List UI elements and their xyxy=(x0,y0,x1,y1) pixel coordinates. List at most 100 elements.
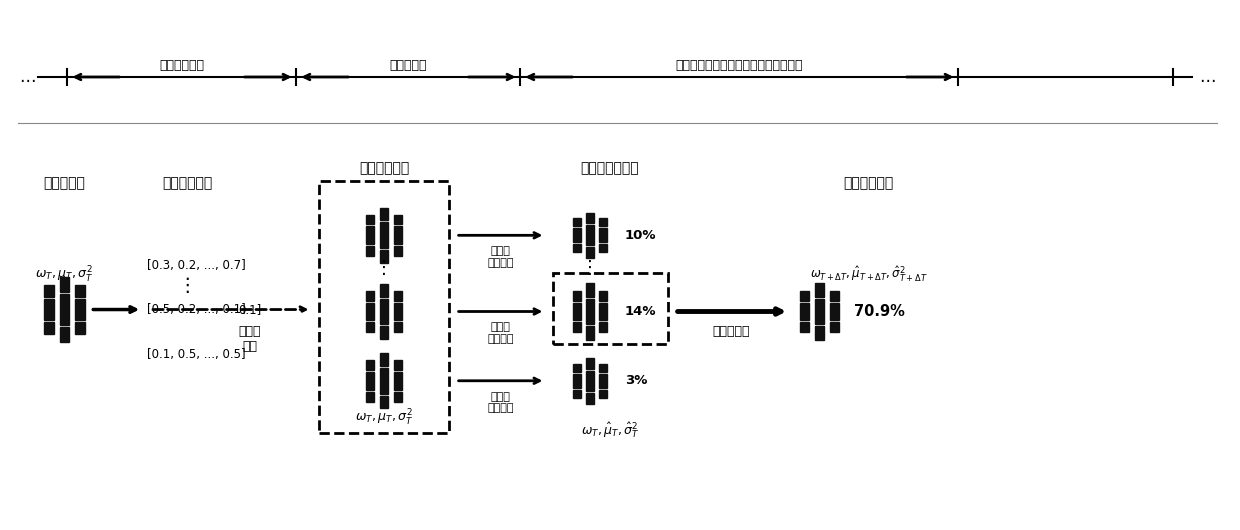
Bar xyxy=(599,218,608,226)
Text: 自适应
批规范化: 自适应 批规范化 xyxy=(487,246,513,268)
Bar xyxy=(587,358,594,369)
Text: $\omega_{T+\Delta T},\hat{\mu}_{T+\Delta T},\hat{\sigma}_{T+\Delta T}^2$: $\omega_{T+\Delta T},\hat{\mu}_{T+\Delta… xyxy=(810,265,928,285)
Text: 卷积核剪枝: 卷积核剪枝 xyxy=(389,59,428,72)
Bar xyxy=(381,368,388,394)
Bar xyxy=(587,371,594,391)
Bar xyxy=(830,291,838,301)
Bar xyxy=(830,322,838,332)
Bar xyxy=(381,298,388,324)
Bar xyxy=(366,226,374,244)
Text: 卷积核
剪枝: 卷积核 剪枝 xyxy=(238,325,260,353)
Bar xyxy=(587,393,594,403)
Text: 14%: 14% xyxy=(625,305,656,318)
Bar xyxy=(43,298,53,321)
Bar xyxy=(815,298,823,324)
Text: [0.3, 0.2, ..., 0.7]: [0.3, 0.2, ..., 0.7] xyxy=(148,259,246,271)
Bar xyxy=(587,213,594,224)
Bar xyxy=(381,223,388,248)
Bar xyxy=(394,392,402,402)
Text: ⋮: ⋮ xyxy=(582,259,599,277)
Bar xyxy=(587,225,594,245)
Bar xyxy=(830,303,838,321)
Bar xyxy=(60,294,69,325)
Bar xyxy=(366,291,374,301)
Bar xyxy=(76,298,86,321)
Bar xyxy=(599,303,608,321)
Bar xyxy=(381,208,388,220)
Bar xyxy=(60,277,69,292)
Bar xyxy=(381,395,388,409)
Bar xyxy=(394,226,402,244)
Text: 0.1]: 0.1] xyxy=(238,303,262,316)
Bar xyxy=(366,392,374,402)
Text: 自适应
批规范化: 自适应 批规范化 xyxy=(487,392,513,413)
Bar xyxy=(815,283,823,297)
Bar xyxy=(366,246,374,256)
Text: ⋮: ⋮ xyxy=(177,276,197,295)
Text: 微调至收敛: 微调至收敛 xyxy=(713,325,750,338)
Bar xyxy=(381,326,388,339)
Bar xyxy=(599,374,608,388)
Bar xyxy=(599,322,608,332)
Bar xyxy=(599,244,608,252)
Bar xyxy=(573,390,582,398)
Bar xyxy=(599,390,608,398)
Text: [0.1, 0.5, ..., 0.5]: [0.1, 0.5, ..., 0.5] xyxy=(148,348,246,360)
Text: 基于自适应批规范化的候选子网络评估: 基于自适应批规范化的候选子网络评估 xyxy=(676,59,804,72)
Bar xyxy=(76,285,86,297)
Bar xyxy=(366,215,374,224)
Bar xyxy=(394,322,402,332)
Bar xyxy=(599,291,608,301)
Bar xyxy=(43,285,53,297)
Text: $\omega_T,\hat{\mu}_T,\hat{\sigma}_T^2$: $\omega_T,\hat{\mu}_T,\hat{\sigma}_T^2$ xyxy=(580,421,640,440)
Bar xyxy=(381,353,388,366)
Text: …: … xyxy=(1199,68,1215,86)
Bar xyxy=(573,322,582,332)
Bar xyxy=(800,303,808,321)
Text: $\omega_T,\mu_T,\sigma_T^2$: $\omega_T,\mu_T,\sigma_T^2$ xyxy=(355,408,413,428)
Bar xyxy=(60,328,69,342)
Text: ⋮: ⋮ xyxy=(374,259,393,277)
Bar xyxy=(573,228,582,242)
Bar xyxy=(800,291,808,301)
Bar xyxy=(599,364,608,372)
Text: 自适应
批规范化: 自适应 批规范化 xyxy=(487,322,513,344)
Bar xyxy=(587,247,594,258)
Text: 最终剪枝模型: 最终剪枝模型 xyxy=(843,176,894,190)
Bar xyxy=(394,246,402,256)
Bar xyxy=(573,303,582,321)
Bar xyxy=(381,284,388,297)
Bar xyxy=(394,372,402,390)
Bar xyxy=(573,291,582,301)
Bar xyxy=(573,244,582,252)
Bar xyxy=(366,360,374,370)
Text: …: … xyxy=(20,68,36,86)
Bar xyxy=(573,364,582,372)
Text: 预训练模型: 预训练模型 xyxy=(43,176,86,190)
Bar xyxy=(587,283,594,297)
Text: [0.5, 0.2, ..., 0.1]: [0.5, 0.2, ..., 0.1] xyxy=(148,303,246,316)
Bar xyxy=(394,360,402,370)
Text: 剪枝策略生成: 剪枝策略生成 xyxy=(160,59,205,72)
Bar xyxy=(573,374,582,388)
Text: 剪枝策略生成: 剪枝策略生成 xyxy=(162,176,212,190)
Bar xyxy=(394,303,402,321)
Bar xyxy=(815,326,823,340)
Text: 10%: 10% xyxy=(625,229,656,242)
Bar xyxy=(394,291,402,301)
Text: 最优子网络选取: 最优子网络选取 xyxy=(580,161,640,175)
Bar xyxy=(573,218,582,226)
Bar xyxy=(394,215,402,224)
Bar xyxy=(599,228,608,242)
Text: $\omega_T,\mu_T,\sigma_T^2$: $\omega_T,\mu_T,\sigma_T^2$ xyxy=(35,265,94,285)
Bar xyxy=(43,322,53,334)
Bar xyxy=(800,322,808,332)
Bar xyxy=(381,250,388,263)
Bar xyxy=(366,322,374,332)
Bar xyxy=(366,303,374,321)
Bar xyxy=(366,372,374,390)
Bar xyxy=(587,326,594,340)
Bar xyxy=(76,322,86,334)
Bar xyxy=(587,298,594,324)
Text: 子网络候选集: 子网络候选集 xyxy=(358,161,409,175)
